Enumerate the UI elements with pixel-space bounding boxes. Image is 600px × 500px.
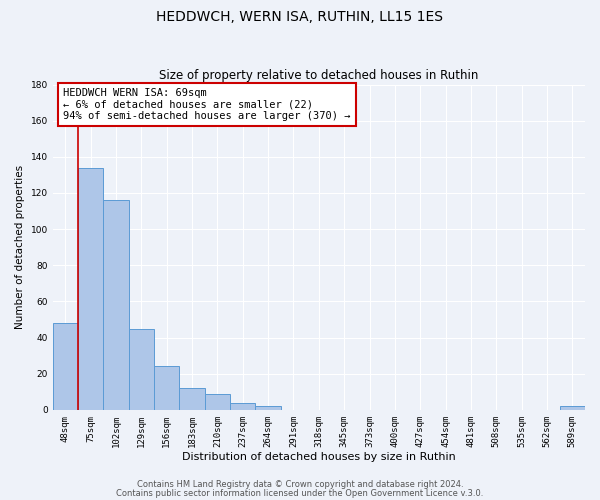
X-axis label: Distribution of detached houses by size in Ruthin: Distribution of detached houses by size …: [182, 452, 456, 462]
Y-axis label: Number of detached properties: Number of detached properties: [15, 165, 25, 330]
Bar: [256, 406, 281, 410]
Bar: [179, 388, 205, 410]
Bar: [78, 168, 103, 410]
Bar: [53, 323, 78, 410]
Bar: [103, 200, 129, 410]
Bar: [230, 402, 256, 410]
Text: HEDDWCH WERN ISA: 69sqm
← 6% of detached houses are smaller (22)
94% of semi-det: HEDDWCH WERN ISA: 69sqm ← 6% of detached…: [64, 88, 351, 121]
Bar: [129, 328, 154, 410]
Title: Size of property relative to detached houses in Ruthin: Size of property relative to detached ho…: [159, 69, 479, 82]
Text: Contains HM Land Registry data © Crown copyright and database right 2024.: Contains HM Land Registry data © Crown c…: [137, 480, 463, 489]
Text: HEDDWCH, WERN ISA, RUTHIN, LL15 1ES: HEDDWCH, WERN ISA, RUTHIN, LL15 1ES: [157, 10, 443, 24]
Text: Contains public sector information licensed under the Open Government Licence v.: Contains public sector information licen…: [116, 489, 484, 498]
Bar: [205, 394, 230, 410]
Bar: [154, 366, 179, 410]
Bar: [560, 406, 585, 410]
